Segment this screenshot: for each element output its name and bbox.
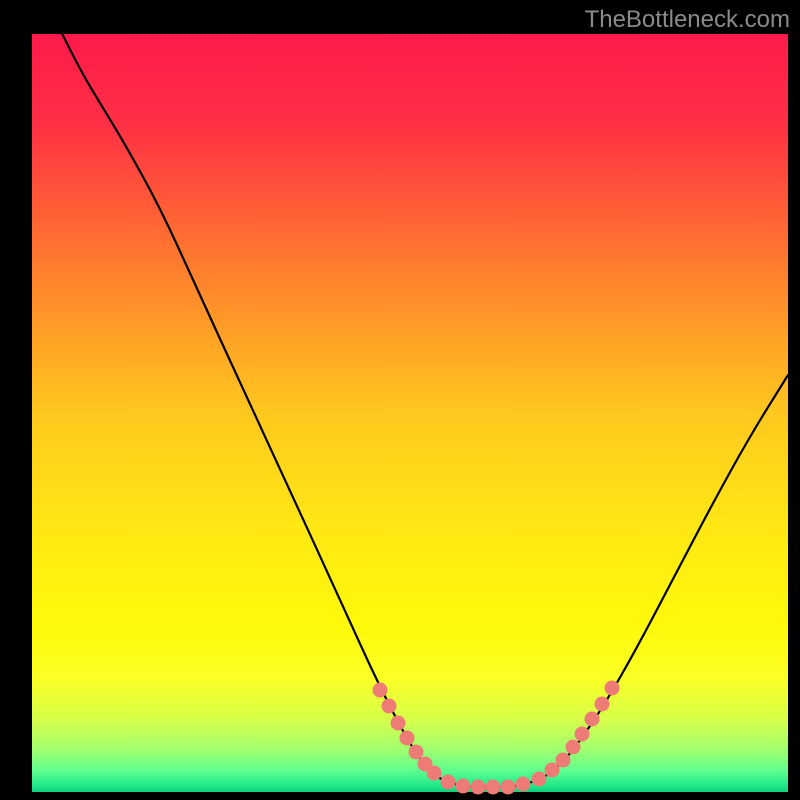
stage: TheBottleneck.com <box>0 0 800 800</box>
marker-dot <box>399 731 414 746</box>
marker-dot <box>595 697 610 712</box>
marker-dot <box>516 777 531 792</box>
plot-area <box>32 34 788 792</box>
marker-dot <box>440 775 455 790</box>
watermark-text: TheBottleneck.com <box>585 6 790 34</box>
marker-dot <box>565 740 580 755</box>
marker-dot <box>585 712 600 727</box>
marker-dot <box>427 766 442 781</box>
marker-dot <box>455 778 470 793</box>
marker-dot <box>486 780 501 795</box>
marker-dot <box>372 682 387 697</box>
marker-dot <box>501 779 516 794</box>
marker-dot <box>555 753 570 768</box>
marker-dot <box>381 699 396 714</box>
marker-dot <box>390 716 405 731</box>
marker-dot <box>604 681 619 696</box>
marker-dot <box>575 726 590 741</box>
marker-dot <box>531 772 546 787</box>
marker-dot <box>471 780 486 795</box>
marker-dots-layer <box>32 34 788 792</box>
